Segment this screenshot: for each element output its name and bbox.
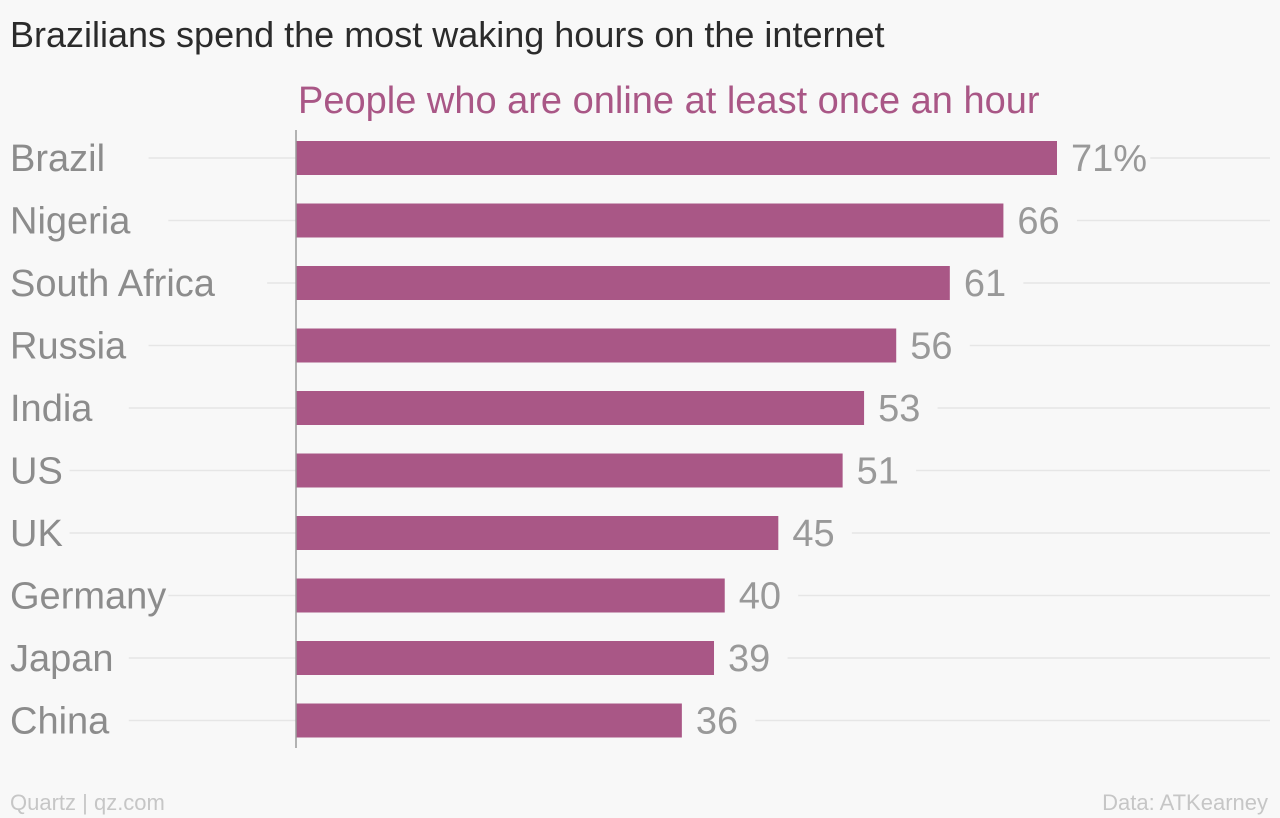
category-label: India [10, 388, 93, 430]
bar [296, 578, 725, 613]
category-label: Brazil [10, 138, 105, 180]
value-label: 45 [792, 513, 834, 555]
bar [296, 641, 715, 675]
value-label: 61 [964, 263, 1006, 305]
value-label: 51 [857, 451, 899, 493]
category-label: South Africa [10, 263, 216, 305]
footer-source: Data: ATKearney [1102, 790, 1268, 815]
category-label: Russia [10, 326, 127, 368]
value-label: 56 [910, 326, 952, 368]
bar [296, 391, 865, 425]
bar [296, 266, 950, 300]
value-label: 53 [878, 388, 920, 430]
value-label: 71% [1071, 138, 1147, 180]
bar [296, 141, 1057, 175]
gridlines [69, 157, 1270, 722]
bar [296, 703, 682, 738]
category-label: Germany [10, 576, 166, 618]
bar [296, 328, 897, 363]
category-label: US [10, 451, 63, 493]
chart-title: Brazilians spend the most waking hours o… [10, 14, 885, 55]
value-label: 40 [739, 576, 781, 618]
category-label: Japan [10, 638, 114, 680]
value-label: 36 [696, 701, 738, 743]
footer-credit: Quartz | qz.com [10, 790, 165, 815]
series-label: People who are online at least once an h… [298, 80, 1040, 122]
bar [296, 516, 779, 550]
bars: Brazil 71% Nigeria 66 South Africa 61 Russia 56… [10, 138, 1147, 743]
category-label: China [10, 701, 110, 743]
bar [296, 453, 843, 488]
bar [296, 203, 1004, 238]
bar-chart: Brazil 71% Nigeria 66 South Africa 61 Russia 56… [10, 80, 1270, 748]
value-label: 66 [1017, 201, 1059, 243]
value-label: 39 [728, 638, 770, 680]
category-label: UK [10, 513, 63, 555]
category-label: Nigeria [10, 201, 131, 243]
